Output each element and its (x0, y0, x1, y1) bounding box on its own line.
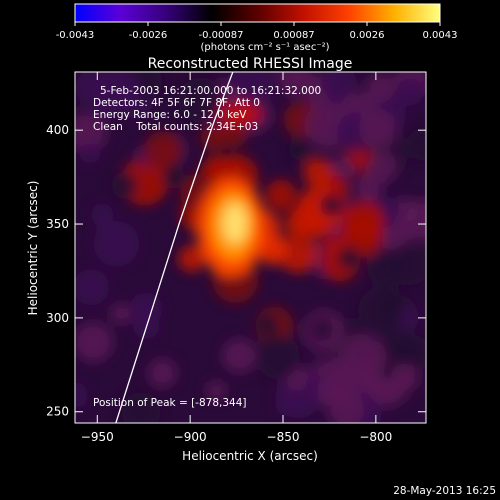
y-tick-label: 250 (46, 405, 69, 419)
y-tick-label: 300 (46, 311, 69, 325)
colorbar-tick-label: 0.0043 (423, 30, 458, 41)
y-axis-label: Heliocentric Y (arcsec) (26, 181, 40, 316)
x-tick-label: −850 (267, 430, 300, 444)
heatmap-image (75, 72, 426, 423)
peak-position-text: Position of Peak = [-878,344] (93, 397, 247, 409)
energy-range-text: Energy Range: 6.0 - 12.0 keV (93, 109, 247, 121)
colorbar (74, 3, 441, 23)
solar-limb-line (115, 72, 234, 423)
x-axis-label: Heliocentric X (arcsec) (182, 449, 318, 463)
detectors-text: Detectors: 4F 5F 6F 7F 8F, Att 0 (93, 97, 260, 109)
colorbar-tick-label: 0.00087 (273, 30, 314, 41)
algorithm-text: Clean Total counts: 2.34E+03 (93, 121, 259, 133)
colorbar-ticks: -0.0043 -0.0026 -0.00087 0.00087 0.0026 0.004… (56, 22, 458, 41)
footer-timestamp: 28-May-2013 16:25 (393, 485, 496, 497)
plot-frame (74, 71, 427, 424)
x-tick-label: −950 (81, 430, 114, 444)
y-axis-ticks: 250 300 350 400 (46, 123, 426, 419)
time-range-text: 5-Feb-2003 16:21:00.000 to 16:21:32.000 (100, 85, 322, 97)
x-tick-label: −800 (359, 430, 392, 444)
colorbar-unit-label: (photons cm⁻² s⁻¹ asec⁻²) (200, 42, 329, 53)
x-axis-ticks: −950 −900 −850 −800 (81, 72, 392, 444)
colorbar-tick-label: -0.00087 (199, 30, 244, 41)
colorbar-tick-label: -0.0026 (129, 30, 168, 41)
y-tick-label: 350 (46, 217, 69, 231)
chart-title: Reconstructed RHESSI Image (148, 56, 353, 72)
colorbar-tick-label: -0.0043 (56, 30, 95, 41)
y-tick-label: 400 (46, 123, 69, 137)
colorbar-tick-label: 0.0026 (350, 30, 385, 41)
x-tick-label: −900 (174, 430, 207, 444)
